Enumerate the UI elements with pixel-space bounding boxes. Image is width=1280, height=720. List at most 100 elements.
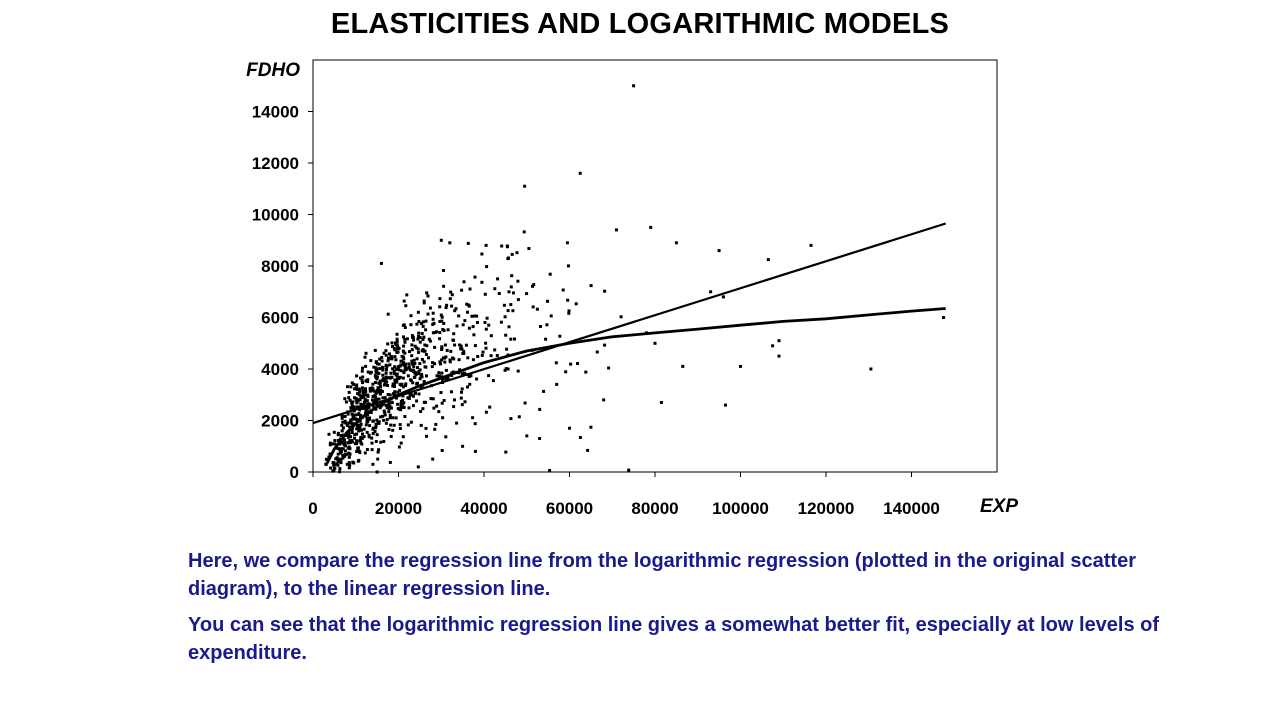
data-point [398,423,402,427]
data-point [408,393,412,397]
data-point [721,295,725,299]
data-point [380,365,384,369]
data-point [499,320,503,324]
data-point [399,359,403,363]
data-point [367,418,371,422]
data-point [375,375,379,379]
data-point [411,404,415,408]
data-point [406,396,410,400]
data-point [383,413,387,417]
data-point [418,340,422,344]
data-point [412,338,416,342]
data-point [359,396,363,400]
data-point [347,421,351,425]
data-point [402,370,406,374]
data-point [463,400,467,404]
data-point [407,362,411,366]
data-point [411,368,415,372]
data-point [445,348,449,352]
data-point [347,455,351,459]
data-point [566,298,570,302]
data-point [347,433,351,437]
data-point [502,303,506,307]
data-point [356,426,360,430]
data-point [394,396,398,400]
data-point [397,368,401,372]
data-point [473,275,477,279]
data-point [430,365,434,369]
y-tick-label: 0 [290,463,299,482]
data-point [396,346,400,350]
data-point [332,463,336,467]
data-point [463,371,467,375]
data-point [396,407,400,411]
data-point [350,412,354,416]
data-point [364,409,368,413]
data-point [431,311,435,315]
data-point [485,316,489,320]
data-point [375,433,379,437]
data-point [548,272,552,276]
data-point [777,354,781,358]
data-point [407,365,411,369]
data-point [453,309,457,313]
data-point [338,470,342,474]
data-point [503,368,507,372]
data-point [475,314,479,318]
data-point [467,375,471,378]
data-point [346,385,349,389]
data-point [425,374,428,378]
data-point [457,314,461,318]
data-point [380,390,384,393]
data-point [549,314,553,318]
y-tick-label: 6000 [261,309,299,328]
data-point [362,435,366,439]
data-point [443,356,447,360]
data-point [358,389,362,393]
data-point [507,325,511,329]
data-point [392,423,396,427]
data-point [462,349,466,353]
data-point [372,365,376,369]
data-point [394,416,398,420]
data-point [504,333,508,337]
data-point [506,245,509,249]
data-point [399,400,403,403]
data-point [361,375,365,379]
data-point [431,361,434,365]
data-point [468,382,472,386]
data-point [347,461,351,465]
data-point [341,454,345,457]
data-point [410,362,414,366]
data-point [368,424,372,428]
data-point [471,325,475,329]
data-point [356,388,359,392]
data-point [350,417,354,421]
data-point [382,376,386,380]
data-point [387,428,391,431]
data-point [374,426,377,430]
data-point [384,421,388,425]
data-point [427,337,431,341]
data-point [413,375,417,379]
data-point [517,415,521,419]
data-point [336,458,340,462]
data-point [384,353,388,357]
data-point [376,362,379,366]
data-point [440,401,444,405]
data-point [380,356,384,359]
data-point [395,340,399,344]
data-point [442,399,446,402]
data-point [437,410,441,414]
data-point [397,445,401,449]
data-point [717,249,721,253]
data-point [511,309,515,313]
data-point [364,423,368,427]
data-point [328,443,332,447]
data-point [390,341,394,345]
data-point [392,382,396,386]
data-point [381,414,385,418]
data-point [386,342,390,346]
x-tick-label: 20000 [375,499,422,518]
data-point [491,379,495,383]
